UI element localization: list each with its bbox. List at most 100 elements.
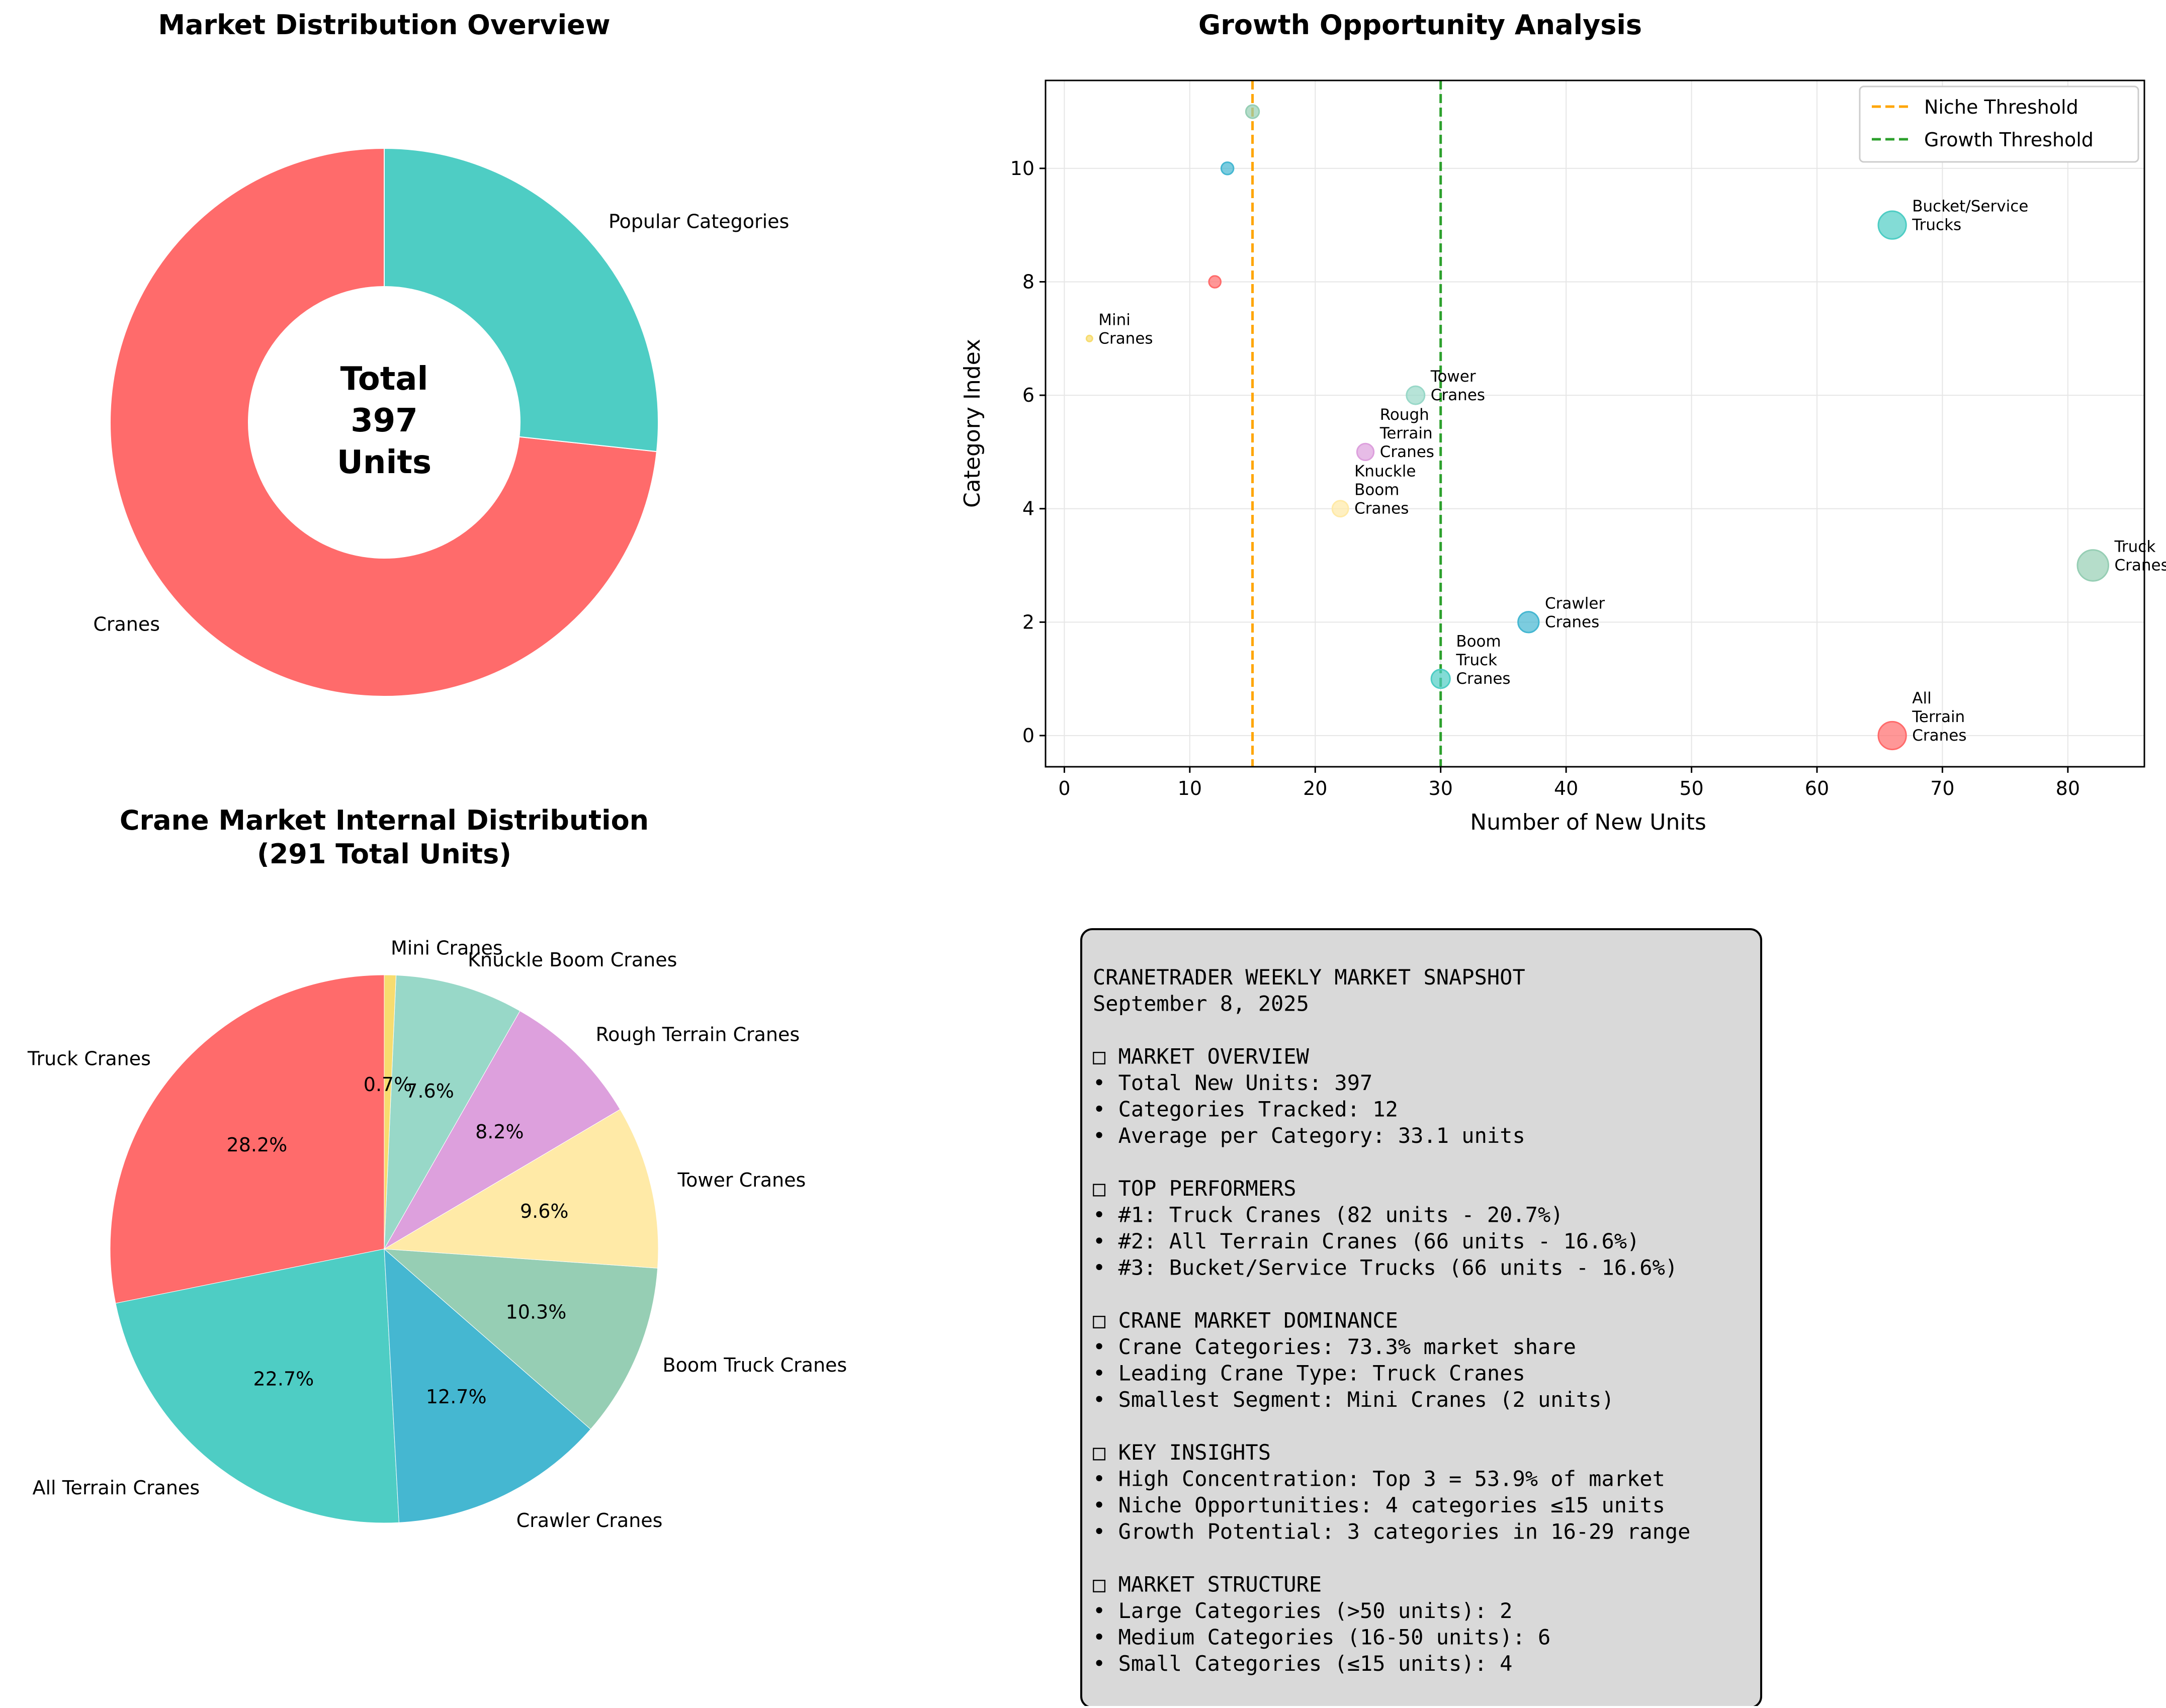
snapshot-line: • Growth Potential: 3 categories in 16-2… [1093, 1519, 1690, 1544]
pie-slice-truck-cranes [110, 974, 385, 1304]
donut-center-line-1: Total [340, 361, 428, 398]
pie-label-knuckle-boom-cranes: Knuckle Boom Cranes [468, 949, 677, 971]
x-tick-label: 80 [2056, 777, 2080, 799]
scatter-point-label: Crawler [1545, 594, 1605, 612]
x-tick-label: 0 [1058, 777, 1070, 799]
snapshot-line: • #2: All Terrain Cranes (66 units - 16.… [1093, 1229, 1639, 1253]
pie-percent-all-terrain-cranes: 22.7% [253, 1368, 314, 1390]
scatter-point-label: Cranes [1456, 670, 1510, 688]
scatter-point-label: Knuckle [1354, 463, 1416, 481]
pie-label-truck-cranes: Truck Cranes [27, 1047, 151, 1069]
pie-slice-tower-cranes [383, 1109, 659, 1269]
scatter-point [1430, 669, 1451, 689]
y-tick-label: 4 [1022, 498, 1034, 520]
snapshot-line: □ MARKET OVERVIEW [1093, 1044, 1310, 1069]
snapshot-line: • Niche Opportunities: 4 categories ≤15 … [1093, 1493, 1665, 1517]
donut-slice-cranes [110, 147, 657, 697]
scatter-point-label: Truck [1455, 651, 1497, 669]
donut-label-popular-categories: Popular Categories [609, 210, 789, 232]
scatter-point-labels: AllTerrainCranesBoomTruckCranesCrawlerCr… [1098, 198, 2166, 745]
snapshot-line: • Categories Tracked: 12 [1093, 1097, 1398, 1122]
snapshot-line: CRANETRADER WEEKLY MARKET SNAPSHOT [1093, 965, 1525, 990]
scatter-point [2076, 549, 2110, 582]
scatter-point-label: Bucket/Service [1912, 198, 2028, 216]
snapshot-text: CRANETRADER WEEKLY MARKET SNAPSHOTSeptem… [1093, 965, 1690, 1676]
donut-chart: Market Distribution Overview Cranes Popul… [93, 9, 789, 697]
legend-growth-label: Growth Threshold [1924, 129, 2094, 151]
snapshot-line: • Total New Units: 397 [1093, 1070, 1372, 1095]
snapshot-line: □ KEY INSIGHTS [1093, 1440, 1271, 1465]
scatter-point [1331, 500, 1349, 518]
scatter-point-label: Cranes [1545, 613, 1599, 631]
pie-percent-mini-cranes: 0.7% [364, 1073, 412, 1096]
pie-slices [110, 974, 659, 1523]
y-tick-label: 2 [1022, 611, 1034, 633]
snapshot-line: • Smallest Segment: Mini Cranes (2 units… [1093, 1387, 1614, 1412]
x-tick-label: 10 [1178, 777, 1202, 799]
scatter-point-label: Mini [1098, 311, 1131, 329]
y-tick-label: 0 [1022, 725, 1034, 747]
scatter-point [1245, 104, 1260, 119]
pie-slice-knuckle-boom-cranes [384, 974, 521, 1249]
scatter-point-label: Rough [1380, 406, 1429, 424]
y-tick-label: 10 [1010, 157, 1034, 179]
scatter-point [1220, 161, 1235, 175]
scatter-point [1208, 275, 1222, 289]
scatter-point [1406, 385, 1426, 405]
snapshot-line: • Average per Category: 33.1 units [1093, 1123, 1525, 1148]
pie-percent-knuckle-boom-cranes: 7.6% [405, 1080, 454, 1102]
market-snapshot-box: CRANETRADER WEEKLY MARKET SNAPSHOTSeptem… [1080, 928, 1762, 1708]
x-tick-label: 70 [1930, 777, 1954, 799]
pie-slice-rough-terrain-cranes [383, 1010, 621, 1250]
scatter-point-label: Boom [1354, 481, 1399, 499]
scatter-point-label: Tower [1430, 368, 1476, 386]
legend-box [1859, 85, 2139, 163]
pie-title-line-2: (291 Total Units) [257, 838, 511, 870]
y-tick-label: 8 [1022, 271, 1034, 293]
scatter-point-label: Cranes [1098, 329, 1153, 347]
scatter-point-label: Terrain [1912, 708, 1965, 726]
scatter-point [1877, 210, 1907, 240]
snapshot-line: • Leading Crane Type: Truck Cranes [1093, 1361, 1525, 1386]
scatter-point-label: Cranes [2115, 557, 2166, 575]
scatter-point [1356, 442, 1375, 462]
legend-niche-label: Niche Threshold [1924, 96, 2078, 118]
scatter-points [1085, 104, 2110, 751]
scatter-point [1877, 721, 1907, 751]
pie-label-boom-truck-cranes: Boom Truck Cranes [663, 1354, 847, 1376]
donut-labels: Cranes Popular Categories [93, 210, 789, 635]
pie-label-crawler-cranes: Crawler Cranes [516, 1509, 663, 1532]
pie-percent-truck-cranes: 28.2% [227, 1134, 288, 1156]
donut-title: Market Distribution Overview [158, 9, 610, 41]
scatter-point-label: Cranes [1354, 500, 1409, 518]
snapshot-line: • High Concentration: Top 3 = 53.9% of m… [1093, 1467, 1665, 1491]
scatter-ticks: 0 10 20 30 40 50 60 70 80 0 2 4 6 8 10 [1010, 157, 2080, 799]
donut-label-cranes: Cranes [93, 613, 160, 636]
pie-label-mini-cranes: Mini Cranes [391, 937, 503, 959]
snapshot-line: • Medium Categories (16-50 units): 6 [1093, 1625, 1550, 1650]
scatter-chart: Growth Opportunity Analysis AllTerrainCr… [960, 9, 2166, 835]
pie-slice-boom-truck-cranes [383, 1248, 658, 1430]
scatter-point [1517, 611, 1540, 634]
donut-slices [110, 147, 659, 697]
pie-title-line-1: Crane Market Internal Distribution [120, 804, 649, 836]
snapshot-line: □ MARKET STRUCTURE [1093, 1572, 1322, 1597]
crane-pie-chart: Crane Market Internal Distribution (291 … [27, 804, 847, 1532]
scatter-y-axis-label: Category Index [960, 339, 985, 508]
donut-center-line-2: 397 [351, 402, 418, 439]
scatter-legend: Niche Threshold Growth Threshold [1859, 85, 2139, 163]
scatter-point-label: Cranes [1431, 386, 1485, 404]
snapshot-line: □ TOP PERFORMERS [1093, 1176, 1296, 1201]
x-tick-label: 30 [1429, 777, 1453, 799]
snapshot-line: • #1: Truck Cranes (82 units - 20.7%) [1093, 1203, 1564, 1227]
x-tick-label: 20 [1303, 777, 1327, 799]
scatter-title: Growth Opportunity Analysis [1198, 9, 1642, 41]
x-tick-label: 60 [1805, 777, 1829, 799]
x-tick-label: 50 [1679, 777, 1703, 799]
scatter-reference-lines [1251, 80, 1442, 767]
snapshot-line: • Crane Categories: 73.3% market share [1093, 1334, 1576, 1359]
scatter-point-label: Truck [2114, 538, 2156, 556]
scatter-point-label: Trucks [1912, 216, 1961, 234]
snapshot-line: • #3: Bucket/Service Trucks (66 units - … [1093, 1255, 1678, 1280]
